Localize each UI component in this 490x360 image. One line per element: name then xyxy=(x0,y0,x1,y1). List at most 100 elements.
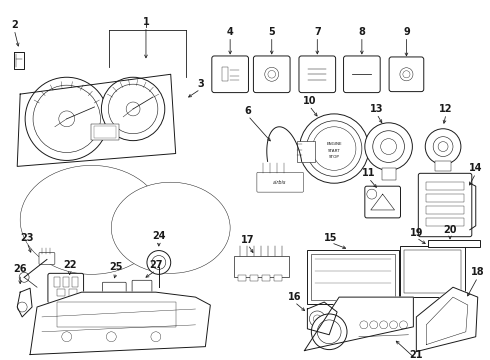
Ellipse shape xyxy=(111,182,230,273)
Bar xyxy=(274,275,282,281)
FancyBboxPatch shape xyxy=(48,273,84,303)
Circle shape xyxy=(108,84,158,134)
Bar xyxy=(109,297,119,303)
Circle shape xyxy=(390,321,397,329)
Text: 5: 5 xyxy=(269,27,275,37)
Text: 10: 10 xyxy=(303,96,316,106)
Circle shape xyxy=(299,114,369,183)
FancyBboxPatch shape xyxy=(102,282,126,300)
Text: 16: 16 xyxy=(288,292,301,302)
FancyBboxPatch shape xyxy=(212,56,248,93)
Bar xyxy=(435,161,451,171)
Text: 6: 6 xyxy=(245,106,251,116)
FancyBboxPatch shape xyxy=(257,172,303,192)
Bar xyxy=(135,295,149,300)
Bar xyxy=(95,126,116,138)
Bar xyxy=(222,67,228,81)
Text: 3: 3 xyxy=(197,79,204,89)
Text: 2: 2 xyxy=(11,20,18,30)
Circle shape xyxy=(425,129,461,165)
Bar xyxy=(400,246,465,297)
Ellipse shape xyxy=(20,165,163,274)
Text: STOP: STOP xyxy=(329,156,340,159)
Circle shape xyxy=(33,85,100,153)
Text: 18: 18 xyxy=(471,267,485,277)
Circle shape xyxy=(101,77,165,141)
Bar xyxy=(262,275,270,281)
Circle shape xyxy=(309,311,325,327)
Text: 4: 4 xyxy=(227,27,234,37)
Polygon shape xyxy=(416,287,478,352)
FancyBboxPatch shape xyxy=(389,57,424,91)
Text: 12: 12 xyxy=(440,104,453,114)
Text: 8: 8 xyxy=(358,27,366,37)
FancyBboxPatch shape xyxy=(343,56,380,93)
Circle shape xyxy=(370,321,378,329)
Circle shape xyxy=(311,314,347,350)
Circle shape xyxy=(438,141,448,152)
FancyBboxPatch shape xyxy=(299,56,336,93)
Text: 13: 13 xyxy=(370,104,384,114)
Circle shape xyxy=(367,189,377,199)
Bar xyxy=(404,249,461,293)
Circle shape xyxy=(312,127,356,170)
Circle shape xyxy=(381,139,396,154)
Circle shape xyxy=(106,332,116,342)
Bar xyxy=(57,302,176,327)
Text: 11: 11 xyxy=(362,168,375,178)
Circle shape xyxy=(306,121,362,176)
Circle shape xyxy=(19,273,29,282)
Text: 27: 27 xyxy=(149,260,163,270)
Text: ENGINE: ENGINE xyxy=(326,141,342,145)
Text: 7: 7 xyxy=(314,27,320,37)
Text: 26: 26 xyxy=(13,264,27,274)
Bar xyxy=(92,124,119,140)
Circle shape xyxy=(126,102,140,116)
Text: 9: 9 xyxy=(403,27,410,37)
Ellipse shape xyxy=(116,188,225,267)
Circle shape xyxy=(59,111,74,127)
Polygon shape xyxy=(17,74,176,166)
FancyBboxPatch shape xyxy=(253,56,290,93)
Text: 19: 19 xyxy=(410,228,423,238)
Circle shape xyxy=(25,77,108,161)
Polygon shape xyxy=(304,297,414,351)
Circle shape xyxy=(17,302,27,312)
Text: 17: 17 xyxy=(241,235,255,245)
Bar xyxy=(69,289,76,296)
Circle shape xyxy=(268,71,275,78)
Circle shape xyxy=(318,320,341,344)
Text: airbis: airbis xyxy=(273,180,286,185)
Circle shape xyxy=(365,123,413,170)
Bar xyxy=(428,240,480,247)
Circle shape xyxy=(147,251,171,274)
Text: 1: 1 xyxy=(143,17,149,27)
Bar xyxy=(238,275,246,281)
Circle shape xyxy=(313,315,321,323)
Circle shape xyxy=(433,137,453,157)
Bar xyxy=(63,277,69,287)
Circle shape xyxy=(152,256,166,269)
Polygon shape xyxy=(30,292,210,355)
Text: 23: 23 xyxy=(21,233,34,243)
Bar xyxy=(297,141,316,162)
Bar xyxy=(382,168,395,180)
Bar xyxy=(426,206,464,214)
Text: 20: 20 xyxy=(443,225,457,235)
Bar xyxy=(57,289,65,296)
Text: 15: 15 xyxy=(324,233,338,243)
FancyBboxPatch shape xyxy=(418,173,472,237)
Bar xyxy=(307,249,398,304)
Text: 22: 22 xyxy=(63,260,76,270)
Circle shape xyxy=(62,332,72,342)
Circle shape xyxy=(400,68,413,81)
FancyBboxPatch shape xyxy=(365,186,400,218)
Bar xyxy=(311,253,394,300)
Circle shape xyxy=(151,332,161,342)
Text: 25: 25 xyxy=(109,262,123,273)
Bar xyxy=(234,256,289,277)
Text: START: START xyxy=(328,149,341,153)
Bar xyxy=(250,275,258,281)
Circle shape xyxy=(360,321,368,329)
Circle shape xyxy=(403,71,410,78)
